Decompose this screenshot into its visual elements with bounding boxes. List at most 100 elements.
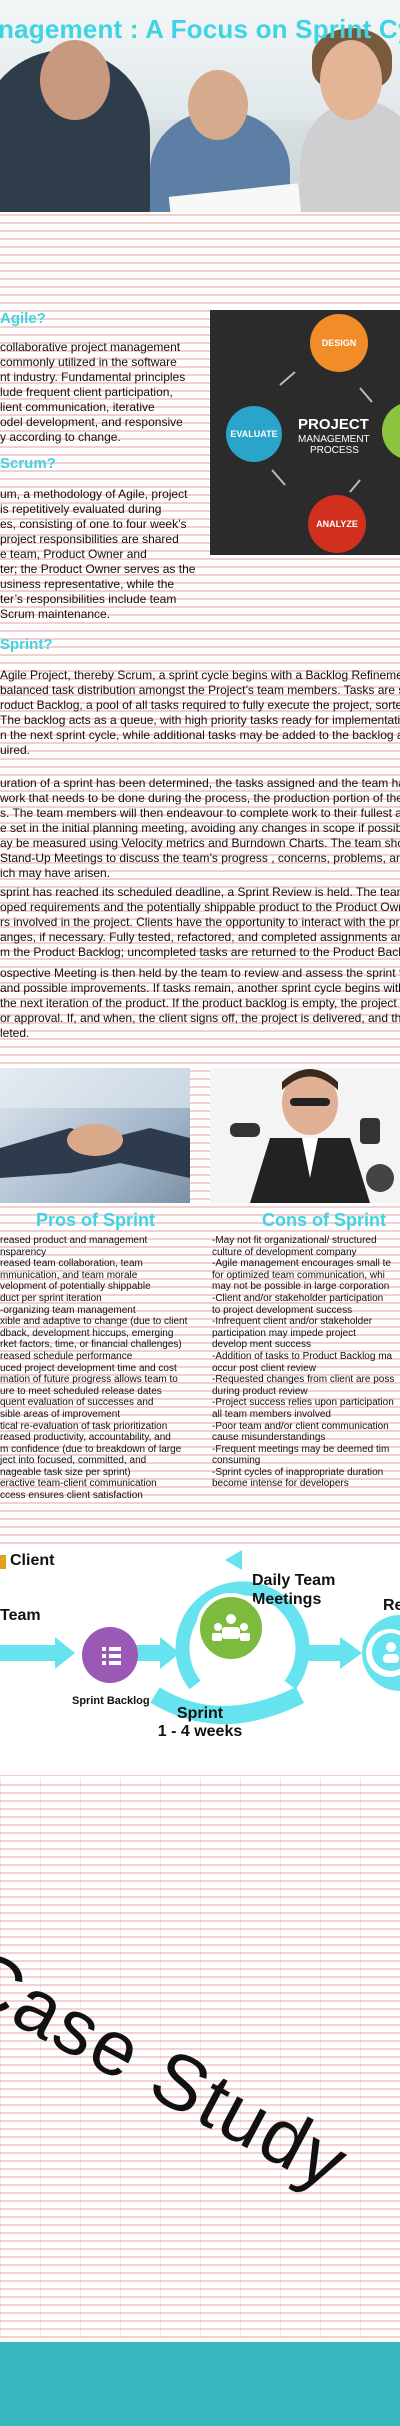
section6-line: and possible improvements. If tasks rema… [0, 981, 400, 995]
section4-line: work that needs to be done during the pr… [0, 791, 400, 805]
sprint-paragraph-1: Agile Project, thereby Scrum, a sprint c… [0, 668, 400, 758]
cons-item: cause misunderstandings [212, 1432, 326, 1444]
section5-line: rs involved in the project. Clients have… [0, 915, 400, 929]
pros-list: reased product and management nsparency re… [0, 1235, 205, 1502]
evaluate-circle: EVALUATE [226, 406, 282, 462]
pros-item: tical re-evaluation of task prioritizati… [0, 1420, 168, 1432]
section2-line: usiness representative, while the [0, 577, 175, 591]
pros-item: ject into focused, committed, and [0, 1455, 147, 1467]
section2-line: Scrum maintenance. [0, 607, 111, 621]
footer-bar [0, 2342, 400, 2426]
section1-line: commonly utilized in the software [0, 355, 177, 369]
project-label: PROJECT [298, 416, 369, 433]
cons-item: -Addition of tasks to Product Backlog ma [212, 1350, 393, 1362]
section1-line: y according to change. [0, 430, 121, 444]
section5-line: sprint has reached its scheduled deadlin… [0, 885, 400, 899]
sprint-cycle-diagram: Client Team Daily Team Meetings Re Sprin… [0, 1545, 400, 1775]
cons-item: develop ment success [212, 1339, 311, 1351]
section5-line: m the Product Backlog; uncompleted tasks… [0, 945, 400, 959]
pros-item: quent evaluation of successes and [0, 1397, 154, 1409]
cons-item: -Poor team and/or client communication [212, 1420, 389, 1432]
pros-heading: Pros of Sprint [36, 1210, 156, 1230]
pros-item: velopment of potentially shippable [0, 1281, 151, 1293]
section2-line: ter’s responsibilities include team [0, 592, 177, 606]
cons-heading: Cons of Sprint [262, 1210, 386, 1230]
cons-item: -Requested changes from client are poss [212, 1374, 395, 1386]
heading-scrum: Scrum? [0, 455, 56, 472]
pros-item: dback, development hiccups, emerging [0, 1327, 174, 1339]
develop-circle [382, 402, 400, 460]
section4-line: ay be measured using Velocity metrics an… [0, 836, 400, 850]
section1-line: nt industry. Fundamental principles [0, 370, 186, 384]
cons-item: all team members involved [212, 1408, 331, 1420]
stressed-man-photo [210, 1068, 400, 1203]
section3-line: balanced task distribution amongst the P… [0, 683, 400, 697]
section4-line: Stand-Up Meetings to discuss the team’s … [0, 851, 400, 865]
section2-line: um, a methodology of Agile, project [0, 487, 188, 501]
cons-item: to project development success [212, 1304, 353, 1316]
cons-item: may not be possible in large corporation [212, 1281, 390, 1293]
handshake-photo [0, 1068, 190, 1203]
cons-item: -Sprint cycles of inappropriate duration [212, 1466, 384, 1478]
section1-line: lient communication, iterative [0, 400, 155, 414]
cons-item: -Agile management encourages small te [212, 1258, 391, 1270]
section1-line: lude frequent client participation, [0, 385, 173, 399]
cons-item: occur post client review [212, 1362, 316, 1374]
section3-line: Agile Project, thereby Scrum, a sprint c… [0, 668, 400, 682]
cons-item: -Project success relies upon participati… [212, 1397, 394, 1409]
sprint-duration-label: Sprint 1 - 4 weeks [0, 1705, 400, 1741]
process-label: PROCESS [310, 445, 359, 456]
sprint-paragraph-3: sprint has reached its scheduled deadlin… [0, 885, 400, 960]
sprint-paragraph-2: uration of a sprint has been determined,… [0, 776, 400, 881]
section4-line: e set in the initial planning meeting, a… [0, 821, 400, 835]
section5-line: anges, if necessary. Fully tested, refac… [0, 930, 400, 944]
pros-item: uced project development time and cost [0, 1362, 177, 1374]
cons-item: during product review [212, 1385, 308, 1397]
design-label: DESIGN [321, 338, 357, 348]
agile-text: collaborative project management commonly… [0, 340, 205, 445]
section3-line: roduct Backlog, a pool of all tasks requ… [0, 698, 400, 712]
section2-line: is repetitively evaluated during [0, 502, 162, 516]
sprint-line-1: Sprint [176, 1705, 224, 1722]
pros-item: rket factors, time, or financial challen… [0, 1339, 182, 1351]
scrum-text: um, a methodology of Agile, project is re… [0, 487, 205, 622]
cons-item: -Frequent meetings may be deemed tim [212, 1443, 390, 1455]
section2-line: ter; the Product Owner serves as the [0, 562, 196, 576]
section1-line: collaborative project management [0, 340, 181, 354]
cons-item: for optimized team communication, whi [212, 1269, 385, 1281]
sprint-paragraph-4: ospective Meeting is then held by the te… [0, 966, 400, 1041]
section6-line: or approval. If, and when, the client si… [0, 1011, 400, 1025]
cons-item: -Client and/or stakeholder participation [212, 1292, 384, 1304]
pros-item: mmunication, and team morale [0, 1269, 138, 1281]
section4-line: s. The team members will then endeavour … [0, 806, 400, 820]
team-label: Team [0, 1607, 41, 1624]
design-circle: DESIGN [310, 314, 368, 372]
cons-item: become intense for developers [212, 1478, 349, 1490]
cons-item: -May not fit organizational/ structured [212, 1235, 377, 1246]
pros-item: xible and adaptive to change (due to cli… [0, 1316, 188, 1328]
evaluate-label: EVALUATE [230, 429, 278, 439]
project-management-process-image: DESIGN EVALUATE ANALYZE PROJECT MANAGEME… [210, 310, 400, 555]
client-label: Client [10, 1552, 55, 1569]
pros-item: -organizing team management [0, 1304, 136, 1316]
cons-item: -Infrequent client and/or stakeholder [212, 1316, 373, 1328]
sprint-line-2: 1 - 4 weeks [157, 1723, 243, 1740]
pros-item: m confidence (due to breakdown of large [0, 1443, 182, 1455]
analyze-circle: ANALYZE [308, 495, 366, 553]
review-icon [372, 1633, 400, 1671]
pros-item: ccess ensures client satisfaction [0, 1490, 143, 1502]
section2-line: es, consisting of one to four week’s [0, 517, 187, 531]
pros-item: nsparency [0, 1246, 47, 1258]
cons-item: participation may impede project [212, 1327, 356, 1339]
pros-item: sible areas of improvement [0, 1408, 121, 1420]
heading-agile: Agile? [0, 310, 46, 327]
case-study-section [0, 1778, 400, 2338]
pros-item: reased productivity, accountability, and [0, 1432, 171, 1444]
section5-line: oped requirements and the potentially sh… [0, 900, 400, 914]
pros-item: nageable task size per sprint) [0, 1466, 131, 1478]
section1-line: odel development, and responsive [0, 415, 183, 429]
cons-item: consuming [212, 1455, 261, 1467]
pros-item: mation of future progress allows team to [0, 1374, 178, 1386]
cons-item: culture of development company [212, 1246, 357, 1258]
daily-meetings-label: Daily Team Meetings [252, 1571, 335, 1609]
